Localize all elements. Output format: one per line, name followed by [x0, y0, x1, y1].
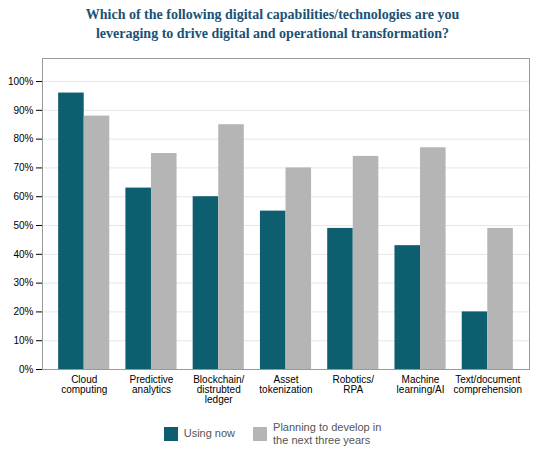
svg-text:Machinelearning/AI: Machinelearning/AI	[397, 373, 445, 394]
html-text:Using now: Using now	[183, 427, 235, 440]
svg-text:60%: 60%	[13, 191, 33, 202]
svg-text:Assettokenization: Assettokenization	[259, 373, 312, 394]
svg-text:90%: 90%	[13, 104, 33, 115]
svg-text:Blockchain/distrubtedledger: Blockchain/distrubtedledger	[193, 373, 244, 404]
svg-text:10%: 10%	[13, 335, 33, 346]
svg-text:Robotics/RPA: Robotics/RPA	[332, 373, 374, 394]
svg-text:30%: 30%	[13, 277, 33, 288]
svg-text:100%: 100%	[8, 76, 34, 87]
html-text:Planning to develop in the nex: Planning to develop in the next three ye…	[273, 420, 382, 446]
svg-text:Cloudcomputing: Cloudcomputing	[61, 373, 107, 394]
svg-text:Predictiveanalytics: Predictiveanalytics	[130, 373, 174, 394]
svg-text:80%: 80%	[13, 133, 33, 144]
svg-text:0%: 0%	[19, 363, 34, 374]
svg-text:40%: 40%	[13, 248, 33, 259]
svg-text:Text/documentcomprehension: Text/documentcomprehension	[454, 373, 522, 394]
svg-text:20%: 20%	[13, 306, 33, 317]
svg-text:70%: 70%	[13, 162, 33, 173]
svg-text:50%: 50%	[13, 219, 33, 230]
html-text:Which of the following digital: Which of the following digital capabilit…	[85, 7, 460, 41]
